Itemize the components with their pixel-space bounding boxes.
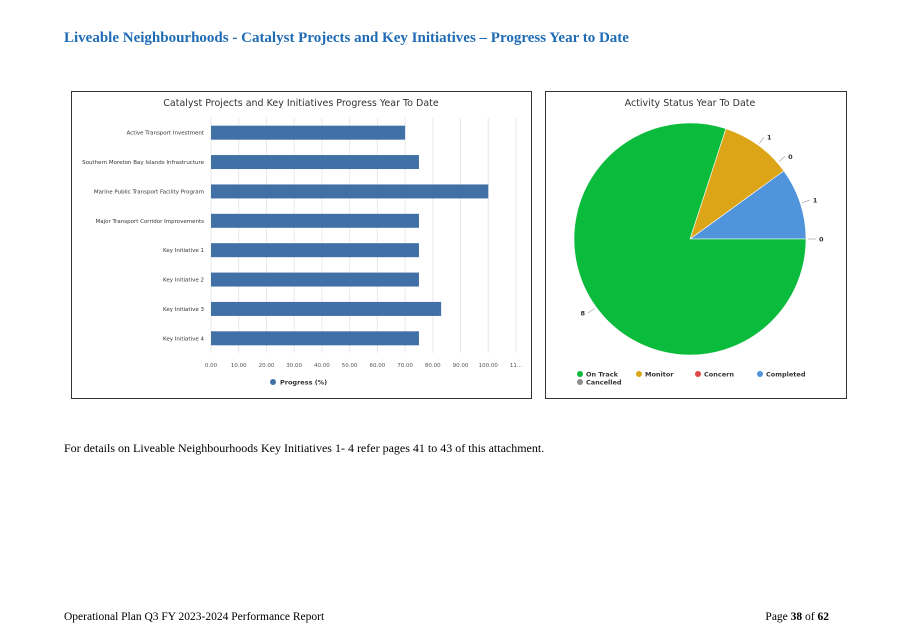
page-current: 38 [790, 611, 803, 623]
legend-label[interactable]: Concern [704, 371, 734, 379]
progress-bar[interactable] [211, 213, 419, 228]
slice-value-label: 1 [813, 197, 818, 205]
category-label: Key Initiative 4 [163, 336, 204, 342]
legend-label[interactable]: Monitor [645, 371, 674, 379]
legend-label[interactable]: Completed [766, 371, 806, 379]
progress-bar[interactable] [211, 155, 419, 170]
footer-page-number: Page 38 of 62 [765, 611, 829, 623]
legend-marker[interactable] [757, 371, 763, 377]
category-label: Key Initiative 2 [163, 278, 204, 284]
x-tick-label: 80.00 [425, 363, 441, 369]
progress-bar[interactable] [211, 272, 419, 287]
page-heading: Liveable Neighbourhoods - Catalyst Proje… [64, 30, 629, 46]
slice-value-label: 1 [767, 134, 772, 142]
page-total: 62 [817, 611, 830, 623]
footer-report-title: Operational Plan Q3 FY 2023-2024 Perform… [64, 611, 325, 623]
category-label: Marine Public Transport Facility Program [94, 189, 204, 195]
slice-leader-line [802, 199, 810, 203]
progress-bar[interactable] [211, 243, 419, 258]
category-label: Key Initiative 3 [163, 307, 204, 313]
x-tick-label: 40.00 [314, 363, 330, 369]
category-label: Southern Moreton Bay Islands Infrastruct… [82, 160, 205, 166]
pie-slice[interactable] [689, 128, 785, 240]
pie-slice[interactable] [689, 170, 807, 240]
slice-value-label: 0 [788, 153, 793, 161]
legend-marker[interactable] [695, 371, 701, 377]
slice-value-label: 8 [581, 310, 586, 318]
progress-bar[interactable] [211, 125, 406, 140]
x-tick-label: 60.00 [369, 363, 385, 369]
x-tick-label: 20.00 [259, 363, 275, 369]
x-tick-label: 0.00 [205, 363, 218, 369]
x-tick-label: 90.00 [453, 363, 469, 369]
bar-chart-title: Catalyst Projects and Key Initiatives Pr… [163, 98, 439, 109]
activity-status-pie-chart: Activity Status Year To Date 0 1 0 1 8 On Trac… [545, 91, 847, 399]
legend-marker[interactable] [577, 371, 583, 377]
details-note: For details on Liveable Neighbourhoods K… [64, 441, 545, 455]
x-tick-label: 50.00 [342, 363, 358, 369]
slice-leader-line [778, 156, 786, 162]
legend-label[interactable]: Cancelled [586, 379, 622, 387]
pie-slice[interactable] [573, 122, 807, 356]
x-tick-label: 10.00 [231, 363, 247, 369]
legend-marker[interactable] [577, 379, 583, 385]
page-of: of [805, 611, 815, 623]
progress-bar-chart-svg: Catalyst Projects and Key Initiatives Pr… [82, 98, 522, 387]
category-label: Major Transport Corridor Improvements [96, 219, 205, 225]
progress-bar[interactable] [211, 301, 442, 316]
x-tick-label: 30.00 [286, 363, 302, 369]
category-label: Active Transport Investment [127, 131, 205, 137]
progress-bar[interactable] [211, 184, 489, 199]
progress-bar-chart: Catalyst Projects and Key Initiatives Pr… [71, 91, 532, 399]
slice-value-label: 0 [819, 236, 824, 244]
x-tick-label: 100.00 [479, 363, 499, 369]
slice-leader-line [587, 308, 595, 314]
legend-marker[interactable] [270, 379, 276, 385]
x-tick-label: 70.00 [397, 363, 413, 369]
slice-leader-line [759, 136, 765, 144]
legend-label[interactable]: On Track [586, 371, 619, 379]
legend-marker[interactable] [636, 371, 642, 377]
category-label: Key Initiative 1 [163, 248, 204, 254]
legend-label[interactable]: Progress (%) [280, 379, 327, 387]
page-word: Page [765, 611, 788, 623]
pie-chart-title: Activity Status Year To Date [625, 98, 756, 109]
progress-bar[interactable] [211, 331, 419, 346]
activity-status-pie-chart-svg: Activity Status Year To Date 0 1 0 1 8 On Trac… [573, 98, 824, 387]
x-tick-label: 11... [510, 363, 522, 369]
